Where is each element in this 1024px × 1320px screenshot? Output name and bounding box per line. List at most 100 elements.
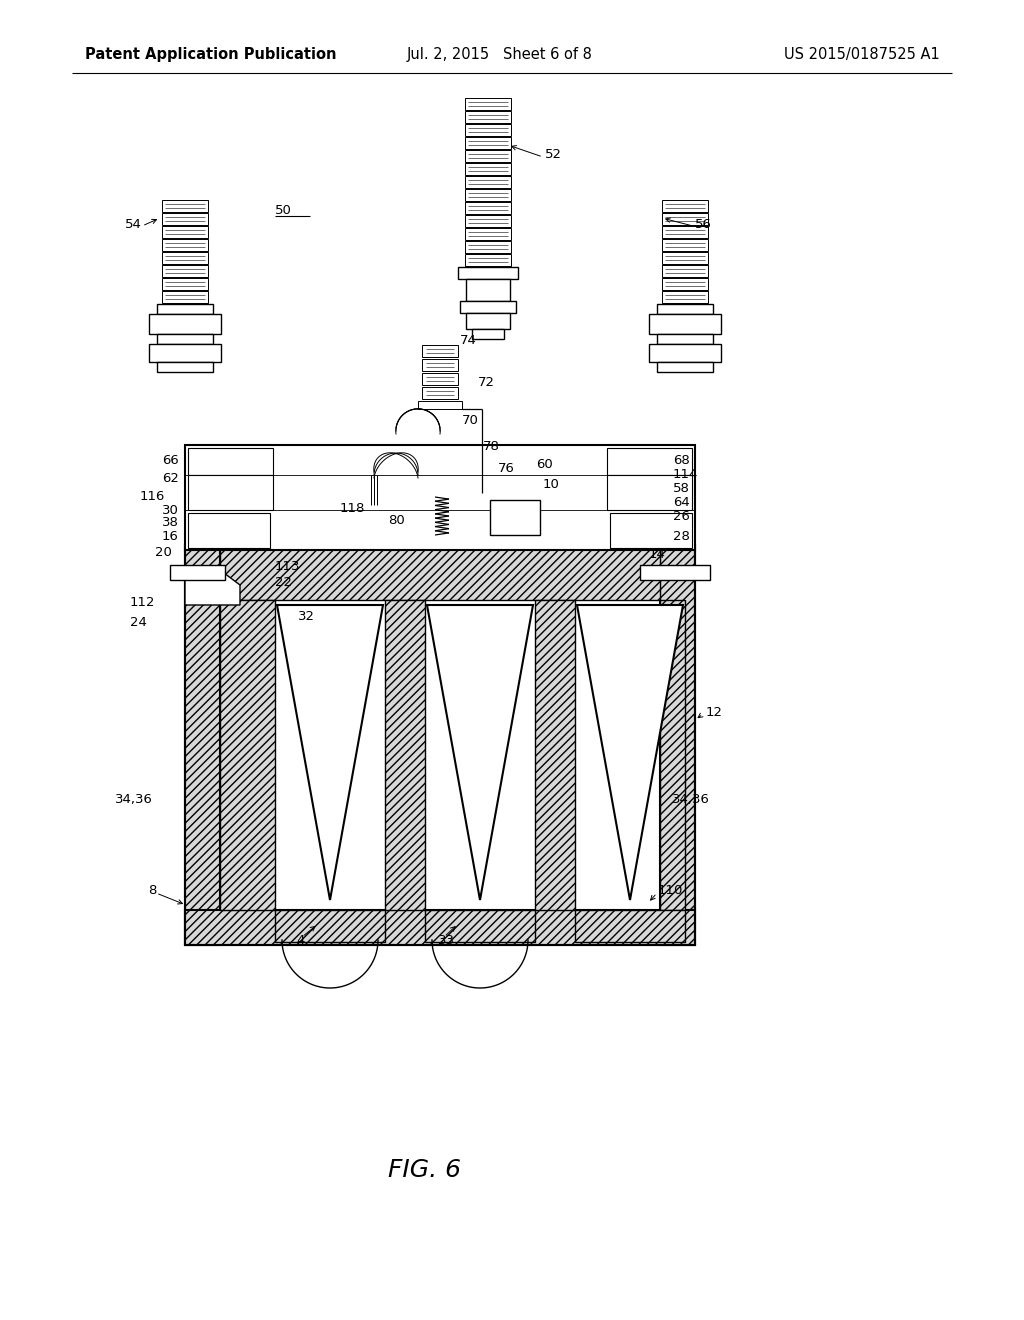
Bar: [662, 239, 708, 251]
Bar: [460, 301, 516, 313]
Bar: [610, 513, 692, 548]
Bar: [422, 359, 458, 371]
Text: 10: 10: [543, 478, 560, 491]
Bar: [465, 253, 511, 267]
Text: 8: 8: [148, 883, 157, 896]
Bar: [575, 909, 685, 942]
Text: 34,36: 34,36: [115, 793, 153, 807]
Text: 12: 12: [706, 705, 723, 718]
Text: 66: 66: [162, 454, 179, 466]
Text: FIG. 6: FIG. 6: [388, 1158, 462, 1181]
Polygon shape: [185, 570, 240, 605]
Bar: [425, 909, 535, 942]
Text: 68: 68: [673, 454, 690, 466]
Bar: [649, 314, 721, 334]
Bar: [185, 545, 695, 945]
Text: 70: 70: [462, 413, 479, 426]
Polygon shape: [278, 605, 383, 900]
Text: 113: 113: [275, 560, 300, 573]
Bar: [662, 252, 708, 264]
Polygon shape: [220, 545, 660, 601]
Bar: [422, 387, 458, 399]
Bar: [188, 513, 270, 548]
Text: 76: 76: [498, 462, 515, 474]
Bar: [657, 362, 713, 372]
Bar: [275, 909, 385, 942]
Bar: [465, 189, 511, 201]
Bar: [662, 213, 708, 224]
Text: 112: 112: [130, 595, 156, 609]
Bar: [662, 290, 708, 304]
Bar: [490, 500, 540, 535]
Bar: [472, 329, 504, 339]
Text: 26: 26: [673, 510, 690, 523]
Text: Jul. 2, 2015   Sheet 6 of 8: Jul. 2, 2015 Sheet 6 of 8: [408, 48, 593, 62]
Text: 33: 33: [438, 933, 455, 946]
Bar: [162, 252, 208, 264]
Text: 50: 50: [275, 203, 292, 216]
Bar: [157, 304, 213, 314]
Bar: [458, 267, 518, 279]
Bar: [465, 215, 511, 227]
Text: 4: 4: [296, 933, 304, 946]
Bar: [162, 265, 208, 277]
Bar: [162, 239, 208, 251]
Text: 80: 80: [388, 513, 404, 527]
Bar: [657, 304, 713, 314]
Bar: [157, 362, 213, 372]
Bar: [465, 124, 511, 136]
Polygon shape: [170, 565, 225, 579]
Polygon shape: [660, 545, 695, 945]
Bar: [188, 475, 273, 510]
Bar: [465, 150, 511, 162]
Text: 32: 32: [298, 610, 315, 623]
Polygon shape: [427, 605, 534, 900]
Bar: [465, 202, 511, 214]
Bar: [662, 279, 708, 290]
Polygon shape: [640, 565, 710, 579]
Bar: [162, 290, 208, 304]
Bar: [422, 374, 458, 385]
Bar: [466, 279, 510, 301]
Bar: [465, 111, 511, 123]
Bar: [418, 401, 462, 409]
Bar: [188, 447, 273, 475]
Text: 30: 30: [162, 503, 179, 516]
Bar: [157, 334, 213, 345]
Text: 78: 78: [483, 441, 500, 454]
Bar: [162, 226, 208, 238]
Text: 56: 56: [695, 219, 712, 231]
Bar: [662, 201, 708, 213]
Text: US 2015/0187525 A1: US 2015/0187525 A1: [784, 48, 940, 62]
Text: 72: 72: [478, 375, 495, 388]
Bar: [662, 226, 708, 238]
Text: 22: 22: [275, 576, 292, 589]
Text: 14: 14: [649, 549, 666, 561]
Text: 116: 116: [140, 490, 165, 503]
Text: 24: 24: [130, 615, 146, 628]
Text: 118: 118: [340, 502, 366, 515]
Bar: [162, 201, 208, 213]
Bar: [466, 313, 510, 329]
Bar: [465, 242, 511, 253]
Bar: [162, 213, 208, 224]
Bar: [465, 162, 511, 176]
Text: 64: 64: [673, 495, 690, 508]
Text: 74: 74: [460, 334, 477, 346]
Bar: [465, 98, 511, 110]
Bar: [185, 445, 695, 550]
Bar: [662, 265, 708, 277]
Text: 16: 16: [162, 529, 179, 543]
Text: 60: 60: [536, 458, 553, 471]
Bar: [649, 345, 721, 362]
Polygon shape: [185, 909, 695, 945]
Bar: [607, 447, 692, 475]
Bar: [422, 345, 458, 356]
Bar: [185, 545, 695, 945]
Text: 54: 54: [125, 219, 142, 231]
Bar: [150, 314, 221, 334]
Polygon shape: [535, 601, 575, 909]
Text: 110: 110: [658, 883, 683, 896]
Text: 38: 38: [162, 516, 179, 529]
Text: 62: 62: [162, 471, 179, 484]
